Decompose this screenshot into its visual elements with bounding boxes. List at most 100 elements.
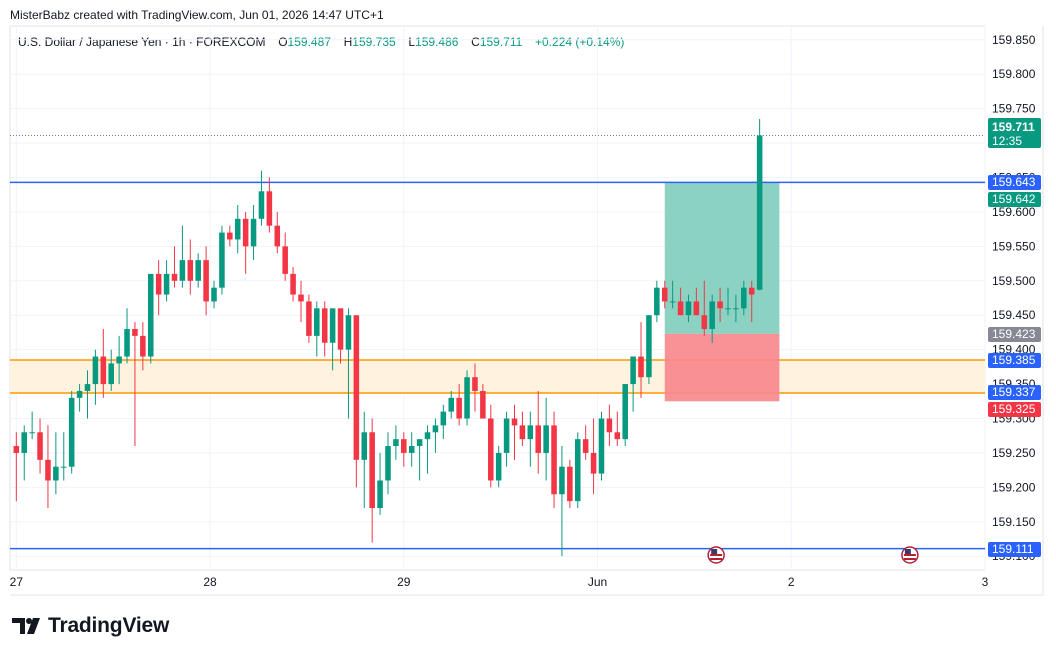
candle-body: [195, 260, 201, 281]
candle-body: [440, 411, 447, 426]
candle-body: [709, 301, 715, 329]
us-flag-event-icon-stripe: [903, 558, 916, 560]
candle-body: [590, 452, 597, 474]
x-tick-label: 3: [982, 575, 989, 589]
interval-label[interactable]: 1h: [172, 35, 186, 49]
candle-body: [480, 390, 486, 419]
candle-body: [401, 439, 407, 453]
price-axis-label: 159.423: [988, 326, 1041, 342]
candle-body: [258, 191, 265, 219]
candle-body: [155, 273, 162, 295]
candle-body: [227, 232, 233, 240]
x-tick-label: 29: [397, 575, 411, 589]
candle-body: [68, 397, 75, 467]
candle-body: [527, 425, 534, 440]
candle-body: [551, 425, 557, 495]
candle-body: [132, 328, 138, 336]
x-tick-label: 2: [788, 575, 795, 589]
candle-body: [163, 273, 170, 295]
candle-body: [472, 377, 478, 391]
symbol-name[interactable]: U.S. Dollar / Japanese Yen: [18, 35, 162, 49]
candle-body: [464, 377, 470, 419]
candle-body: [282, 246, 288, 274]
candle-body: [567, 466, 573, 502]
y-tick-label: 159.150: [992, 515, 1036, 529]
candle-body: [685, 301, 692, 316]
change-value: +0.224 (+0.14%): [535, 35, 625, 49]
candle-body: [606, 418, 613, 433]
candle-body: [543, 425, 549, 453]
current-price-label: 159.711 12:35: [988, 118, 1041, 148]
candle-body: [211, 287, 217, 302]
candle-body: [234, 218, 241, 240]
y-tick-label: 159.600: [992, 205, 1036, 219]
candle-body: [274, 225, 281, 247]
candle-body: [535, 425, 541, 453]
candle-body: [725, 308, 731, 310]
candle-body: [488, 418, 494, 481]
x-tick-label: 27: [10, 575, 24, 589]
candle-body: [717, 301, 723, 309]
candle-body: [100, 356, 107, 385]
y-tick-label: 159.850: [992, 33, 1036, 47]
candle-body: [519, 425, 526, 440]
candle-body: [61, 466, 67, 468]
candle-body: [187, 260, 194, 281]
price-axis-label: 159.325: [988, 402, 1041, 418]
candle-body: [369, 432, 375, 509]
candle-body: [503, 418, 510, 453]
price-axis-label: 159.642: [988, 192, 1041, 207]
candle-body: [147, 273, 154, 357]
plot-pane-border: [9, 25, 986, 571]
close-value: 159.711: [479, 35, 523, 49]
candle-body: [203, 260, 209, 302]
price-axis-label: 159.385: [988, 352, 1041, 368]
candle-body: [314, 308, 320, 336]
candle-body: [45, 459, 51, 481]
candle-body: [242, 218, 249, 247]
y-tick-label: 159.200: [992, 480, 1036, 494]
candle-body: [582, 439, 589, 453]
candle-body: [733, 308, 739, 310]
low-value: 159.486: [415, 35, 459, 49]
candle-body: [677, 301, 684, 316]
candle-body: [393, 439, 399, 447]
candle-body: [266, 191, 273, 226]
price-axis-label: 159.111: [988, 541, 1041, 557]
candle-body: [298, 294, 304, 302]
candle-body: [124, 328, 130, 357]
candle-body: [140, 335, 146, 357]
price-axis-label: 159.643: [988, 175, 1041, 191]
candle-body: [306, 301, 312, 336]
candle-body: [630, 356, 636, 385]
price-chart[interactable]: 159.850159.800159.750159.700159.650159.6…: [0, 0, 1056, 600]
bar-countdown: 12:35: [992, 134, 1023, 148]
y-tick-label: 159.450: [992, 308, 1036, 322]
candle-body: [345, 315, 352, 350]
y-tick-label: 159.500: [992, 274, 1036, 288]
candle-body: [416, 439, 423, 447]
candle-body: [21, 432, 28, 453]
y-tick-label: 159.800: [992, 67, 1036, 81]
candle-body: [53, 466, 59, 481]
tradingview-logo[interactable]: TradingView: [12, 614, 169, 638]
candle-body: [353, 315, 360, 460]
candle-body: [171, 273, 178, 281]
candle-body: [76, 390, 83, 398]
long-position-stop-zone[interactable]: [664, 333, 780, 402]
candle-body: [84, 384, 91, 391]
y-tick-label: 159.550: [992, 239, 1036, 253]
candle-body: [432, 425, 439, 433]
candle-body: [424, 432, 431, 440]
exchange-label: FOREXCOM: [196, 35, 266, 49]
candle-body: [511, 418, 518, 426]
candle-body: [574, 439, 581, 502]
support-zone[interactable]: [10, 359, 985, 394]
us-flag-event-icon-stripe: [903, 554, 916, 556]
candle-body: [219, 232, 225, 288]
candle-body: [385, 446, 391, 481]
y-tick-label: 159.250: [992, 446, 1036, 460]
price-axis-label: 159.337: [988, 385, 1041, 401]
candle-body: [37, 432, 43, 460]
candle-body: [638, 356, 644, 378]
